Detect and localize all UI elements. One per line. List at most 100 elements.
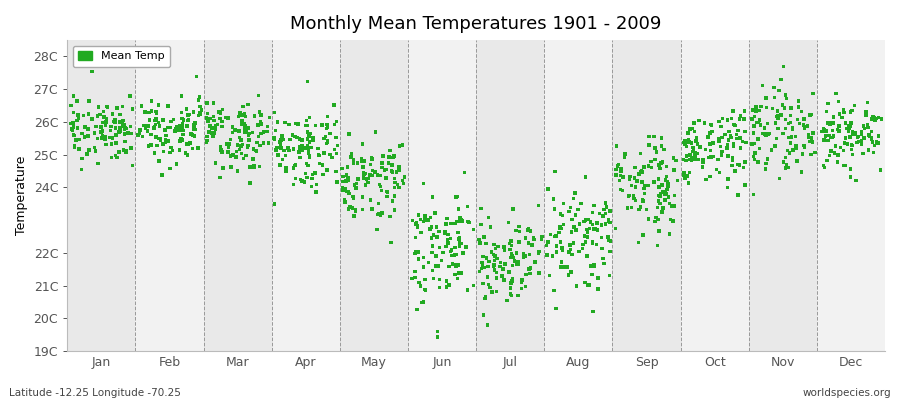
Point <box>96 108 111 114</box>
Point <box>149 117 164 124</box>
Point <box>139 123 153 130</box>
Point <box>174 136 188 142</box>
Point <box>355 158 369 164</box>
Point <box>479 255 493 261</box>
Point <box>785 125 799 131</box>
Point <box>148 117 162 124</box>
Point <box>135 133 149 140</box>
Point <box>230 127 244 134</box>
Point <box>425 224 439 230</box>
Point <box>610 163 625 169</box>
Point <box>487 258 501 264</box>
Point <box>819 132 833 139</box>
Point <box>292 136 307 142</box>
Point <box>346 194 360 200</box>
Point <box>199 115 213 121</box>
Point <box>454 240 469 246</box>
Point <box>816 162 831 169</box>
Point <box>211 121 225 128</box>
Point <box>524 228 538 234</box>
Point <box>871 133 886 140</box>
Point <box>180 152 194 158</box>
Point <box>678 175 692 181</box>
Point <box>141 143 156 149</box>
Point <box>848 130 862 136</box>
Point <box>147 125 161 131</box>
Point <box>112 129 127 136</box>
Point <box>721 117 735 123</box>
Point <box>566 196 580 202</box>
Point <box>788 146 803 152</box>
Point <box>285 132 300 138</box>
Point <box>489 253 503 259</box>
Bar <box>203 40 272 351</box>
Point <box>175 137 189 143</box>
Point <box>118 125 132 131</box>
Point <box>644 164 659 171</box>
Point <box>408 250 422 257</box>
Legend: Mean Temp: Mean Temp <box>73 46 170 67</box>
Point <box>667 167 681 173</box>
Point <box>488 245 502 252</box>
Point <box>553 223 567 230</box>
Point <box>614 186 628 193</box>
Point <box>192 94 206 100</box>
Point <box>303 130 318 137</box>
Point <box>220 149 235 155</box>
Point <box>215 118 230 125</box>
Point <box>781 164 796 171</box>
Point <box>375 210 390 216</box>
Point <box>688 128 702 135</box>
Point <box>449 263 464 269</box>
Point <box>591 286 606 292</box>
Point <box>412 280 427 286</box>
Point <box>501 219 516 226</box>
Point <box>771 112 786 119</box>
Point <box>716 115 730 122</box>
Point <box>372 200 386 207</box>
Point <box>130 132 145 138</box>
Point <box>688 150 702 156</box>
Point <box>220 141 234 147</box>
Point <box>174 110 188 116</box>
Point <box>602 238 616 244</box>
Point <box>772 175 787 182</box>
Point <box>474 259 489 266</box>
Bar <box>272 40 340 351</box>
Point <box>417 299 431 305</box>
Point <box>348 206 363 212</box>
Point <box>670 177 685 184</box>
Point <box>379 188 393 194</box>
Point <box>425 234 439 241</box>
Point <box>390 169 404 175</box>
Point <box>535 233 549 240</box>
Point <box>658 190 672 196</box>
Point <box>865 139 879 145</box>
Point <box>238 152 253 158</box>
Point <box>490 288 504 295</box>
Point <box>457 170 472 176</box>
Point <box>286 146 301 152</box>
Point <box>192 112 206 119</box>
Point <box>849 177 863 184</box>
Point <box>75 156 89 162</box>
Point <box>861 132 876 138</box>
Point <box>189 74 203 80</box>
Point <box>226 152 240 158</box>
Point <box>361 179 375 186</box>
Point <box>745 141 760 147</box>
Point <box>338 178 353 184</box>
Point <box>448 220 463 227</box>
Point <box>286 165 301 171</box>
Point <box>779 162 794 168</box>
Point <box>844 146 859 152</box>
Point <box>418 286 432 293</box>
Point <box>288 133 302 140</box>
Point <box>814 128 829 134</box>
Point <box>445 252 459 259</box>
Point <box>300 128 314 135</box>
Point <box>860 124 875 131</box>
Point <box>109 140 123 146</box>
Point <box>553 225 567 232</box>
Point <box>821 100 835 107</box>
